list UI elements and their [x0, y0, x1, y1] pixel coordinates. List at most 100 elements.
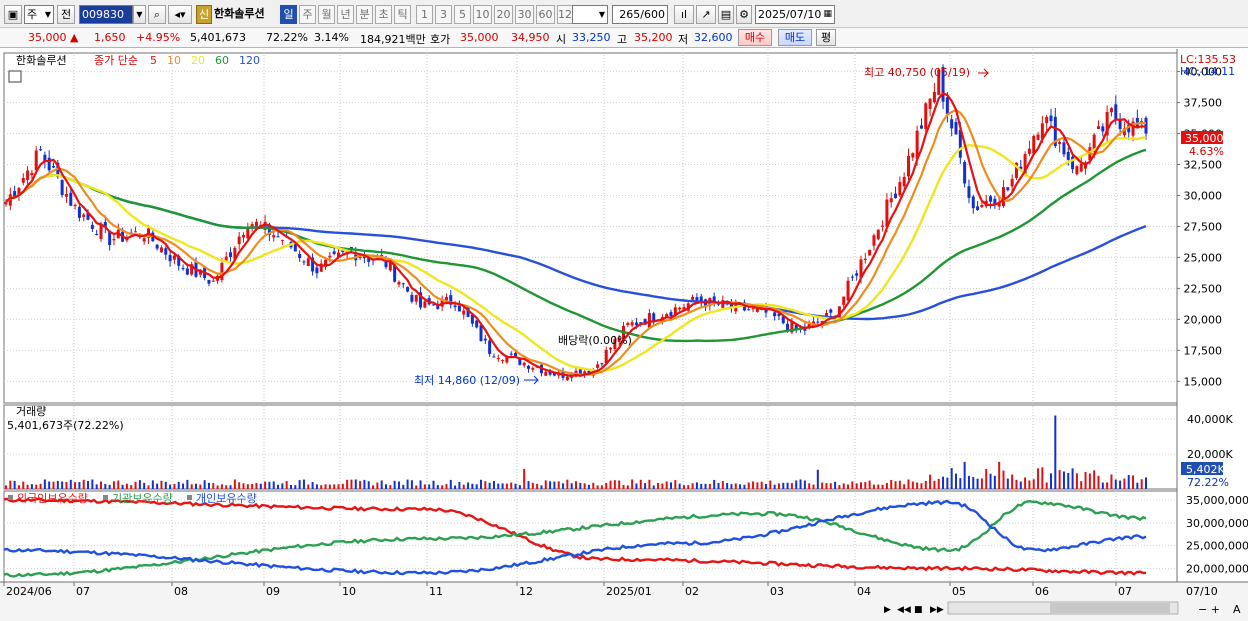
interval-tab-1[interactable]: 3 — [435, 5, 452, 24]
candle-body — [108, 230, 112, 246]
gear-icon[interactable]: ⚙ — [736, 5, 752, 24]
period-tab-2[interactable]: 월 — [318, 5, 335, 24]
interval-tab-0[interactable]: 1 — [416, 5, 433, 24]
volume-bar — [238, 482, 241, 489]
volume-bar — [575, 481, 577, 489]
period-tab-4[interactable]: 분 — [356, 5, 373, 24]
sound-icon[interactable]: ◂▾ — [168, 5, 192, 24]
candle-body — [229, 252, 233, 257]
chart-menu-icon[interactable]: ▣ — [4, 5, 22, 24]
interval-tab-3[interactable]: 10 — [473, 5, 492, 24]
volume-bar — [1071, 468, 1074, 489]
candle-body — [816, 321, 820, 323]
volume-bar — [1019, 481, 1022, 489]
volume-bar — [726, 482, 729, 489]
sell-button[interactable]: 매도 — [778, 29, 812, 46]
interval-tab-4[interactable]: 20 — [494, 5, 513, 24]
stock-code-input[interactable]: 009830 — [79, 5, 133, 24]
period-tab-0[interactable]: 일 — [280, 5, 297, 24]
volume-bar — [881, 484, 884, 489]
candle-body — [172, 255, 176, 260]
candle-body — [980, 205, 984, 208]
ma-line-60 — [5, 148, 1147, 343]
volume-bar — [5, 485, 7, 489]
candle-body — [1144, 117, 1148, 134]
candle-type-icon[interactable]: ıl — [674, 5, 694, 24]
candle-body — [937, 69, 941, 95]
draw-tool-icon[interactable]: ↗ — [696, 5, 716, 24]
holdings-legend-2: 개인보유수량 — [196, 492, 257, 505]
interval-tab-2[interactable]: 5 — [454, 5, 471, 24]
volume-bar — [1114, 479, 1117, 489]
interval-tab-6[interactable]: 60 — [536, 5, 555, 24]
volume-bar — [885, 482, 888, 489]
count-value: 265 — [619, 8, 641, 21]
candle-body — [613, 339, 617, 350]
prefix-button[interactable]: 전 — [57, 5, 75, 24]
candle-body — [1127, 124, 1131, 133]
data-count[interactable]: 265/600 — [612, 5, 668, 24]
candle-body — [86, 212, 90, 220]
candle-body — [220, 262, 224, 281]
volume-bar — [808, 483, 811, 489]
candle-body — [263, 221, 267, 230]
volume-bar — [156, 483, 159, 489]
holdings-tick-label-0: 35,000,000 — [1186, 494, 1248, 507]
code-dropdown-icon[interactable]: ▼ — [133, 5, 146, 24]
volume-bar — [311, 482, 314, 489]
candle-body — [432, 304, 435, 306]
period-tab-5[interactable]: 초 — [375, 5, 392, 24]
candle-body — [384, 258, 388, 268]
candle-body — [198, 269, 202, 275]
candle-body — [393, 264, 397, 282]
candle-body — [518, 358, 522, 365]
volume-bar — [151, 480, 154, 489]
market-select[interactable]: 주 ▼ — [24, 5, 54, 24]
date-input[interactable]: 2025/07/10 ▦ — [755, 5, 835, 24]
volume-bar — [518, 485, 521, 489]
period-tab-1[interactable]: 주 — [299, 5, 316, 24]
volume-bar — [605, 482, 608, 489]
volume-bar — [328, 484, 331, 489]
interval-tab-7[interactable]: 120 — [557, 5, 576, 24]
candle-body — [552, 372, 556, 376]
candle-body — [388, 262, 392, 271]
volume-bar — [579, 482, 582, 489]
interval-tab-5[interactable]: 30 — [515, 5, 534, 24]
volume-bar — [678, 483, 681, 489]
period-tab-6[interactable]: 틱 — [394, 5, 411, 24]
buy-button[interactable]: 매수 — [738, 29, 772, 46]
candle-body — [604, 349, 608, 364]
last-price-tag-bg — [1181, 131, 1223, 144]
volume-bar — [855, 483, 858, 489]
ma-legend-120: 120 — [239, 54, 260, 67]
volume-bar — [363, 479, 366, 489]
interval-custom-input[interactable]: ▼ — [572, 5, 608, 24]
volume-bar — [35, 484, 38, 489]
high-label: 고 — [617, 33, 628, 46]
candle-body — [863, 258, 867, 261]
volume-bar — [665, 481, 668, 489]
volume-bar — [52, 481, 55, 489]
candle-body — [1109, 108, 1113, 113]
save-icon[interactable]: ▤ — [718, 5, 734, 24]
candle-body — [889, 198, 893, 203]
volume-bar — [1084, 471, 1087, 489]
volume-bar — [26, 484, 29, 489]
period-tab-3[interactable]: 년 — [337, 5, 354, 24]
high-price: 35,200 — [634, 31, 673, 44]
candle-body — [729, 303, 733, 308]
volume-bar — [907, 479, 910, 489]
volume-bar — [747, 482, 750, 489]
x-tick-label-4: 10 — [342, 585, 356, 598]
volume-bar — [829, 483, 832, 489]
volume-bar — [622, 484, 625, 489]
candle-body — [565, 376, 569, 381]
candle-body — [1049, 115, 1053, 122]
candle-body — [1092, 134, 1096, 152]
search-icon[interactable]: ⌕ — [148, 5, 166, 24]
avg-button[interactable]: 평 — [816, 29, 836, 46]
candle-body — [26, 170, 30, 180]
candle-body — [151, 232, 155, 242]
candle-body — [1006, 187, 1010, 191]
